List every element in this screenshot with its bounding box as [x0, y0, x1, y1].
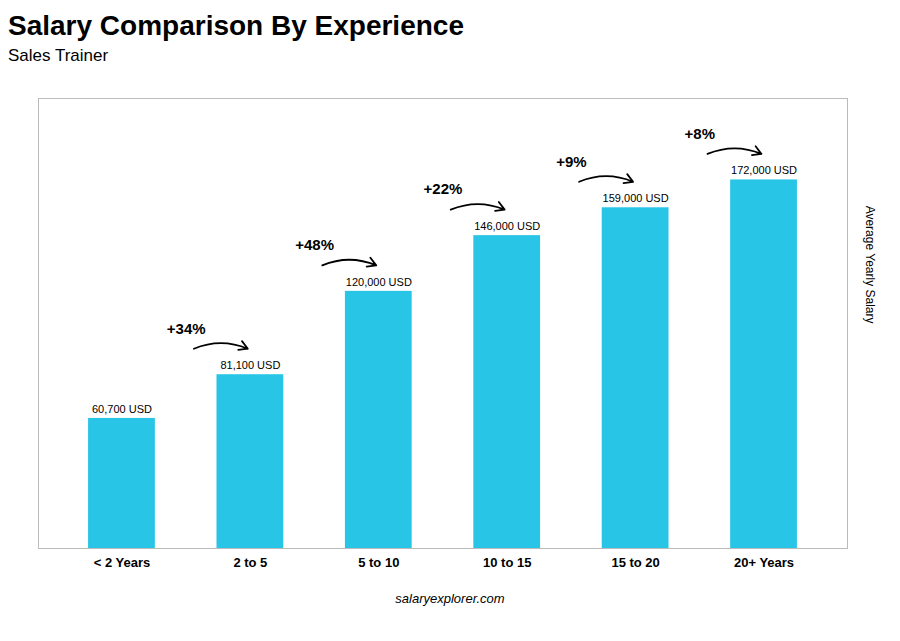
svg-text:120,000 USD: 120,000 USD: [346, 276, 412, 288]
svg-text:10 to 15: 10 to 15: [483, 555, 531, 570]
svg-text:15 to 20: 15 to 20: [611, 555, 659, 570]
svg-text:< 2 Years: < 2 Years: [94, 555, 151, 570]
html-text:Salary Comparison By Experienc: Salary Comparison By Experience: [8, 10, 464, 41]
svg-text:20+ Years: 20+ Years: [734, 555, 794, 570]
svg-text:2 to 5: 2 to 5: [233, 555, 267, 570]
svg-text:+48%: +48%: [295, 236, 334, 253]
html-text:salaryexplorer.com: salaryexplorer.com: [395, 591, 505, 606]
svg-text:Average Yearly Salary: Average Yearly Salary: [863, 206, 877, 324]
svg-text:+8%: +8%: [685, 125, 715, 142]
svg-text:159,000 USD: 159,000 USD: [603, 192, 669, 204]
svg-text:5 to 10: 5 to 10: [358, 555, 399, 570]
svg-text:+9%: +9%: [556, 153, 586, 170]
svg-text:172,000 USD: 172,000 USD: [731, 164, 797, 176]
svg-text:60,700 USD: 60,700 USD: [92, 403, 152, 415]
svg-text:+34%: +34%: [167, 320, 206, 337]
html-text:Sales Trainer: Sales Trainer: [8, 46, 109, 65]
svg-text:81,100 USD: 81,100 USD: [220, 359, 280, 371]
svg-text:146,000 USD: 146,000 USD: [474, 220, 540, 232]
svg-text:+22%: +22%: [424, 180, 463, 197]
